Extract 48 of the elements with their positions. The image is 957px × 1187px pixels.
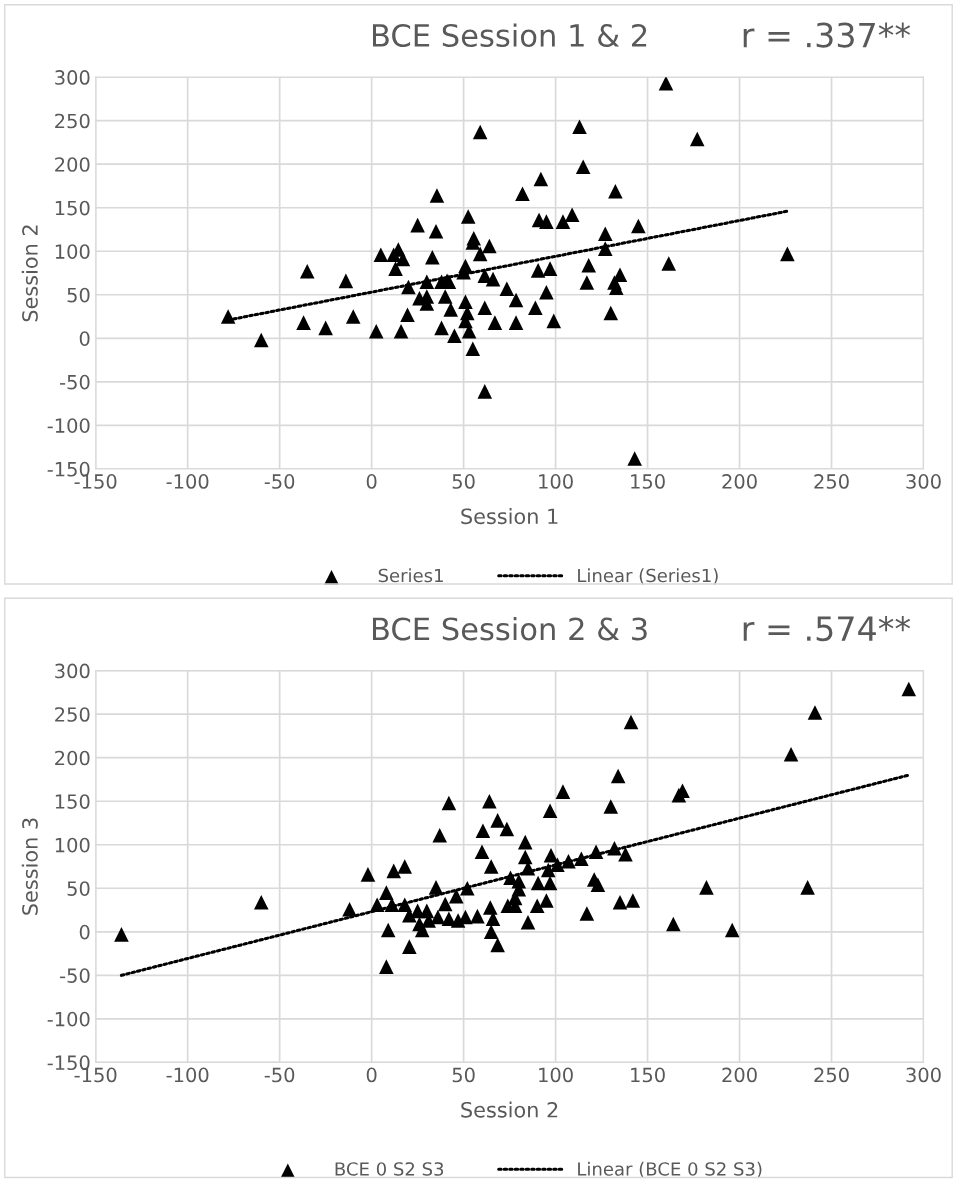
y-tick-label: 300	[55, 70, 90, 85]
chart-title: BCE Session 1 & 2	[373, 23, 647, 48]
y-tick-label: 100	[55, 837, 90, 853]
x-tick-label: 300	[906, 474, 941, 489]
y-tick-label: 200	[55, 157, 90, 172]
x-tick-label: 50	[452, 474, 475, 489]
x-tick-label: 150	[631, 474, 665, 489]
x-axis-title: Session 1	[461, 508, 558, 525]
x-tick-label: 250	[814, 474, 849, 489]
y-tick-label: 50	[67, 881, 90, 896]
legend-label: Linear (Series1)	[578, 568, 718, 585]
x-tick-label: 250	[814, 1067, 849, 1083]
y-tick-label: 150	[55, 200, 90, 216]
y-tick-label: -50	[60, 968, 90, 983]
legend-label: BCE 0 S2 S3	[335, 1162, 444, 1176]
y-tick-label: 50	[67, 287, 90, 303]
x-axis-title: Session 2	[461, 1101, 558, 1118]
y-tick-label: -100	[47, 1011, 90, 1027]
x-tick-label: 200	[722, 474, 757, 489]
y-tick-label: 250	[55, 707, 90, 722]
y-tick-label: 150	[55, 794, 90, 809]
text: r = .574**	[743, 615, 911, 642]
x-tick-label: 100	[539, 1067, 573, 1083]
x-tick-label: 150	[631, 1067, 665, 1083]
x-tick-label: -50	[264, 474, 295, 489]
x-tick-label: 100	[539, 474, 573, 489]
x-tick-label: -100	[166, 474, 209, 489]
x-tick-label: 0	[366, 1067, 377, 1083]
x-tick-label: 0	[366, 474, 377, 489]
text: r = .337**	[743, 22, 911, 48]
legend-label: Series1	[378, 568, 443, 583]
y-tick-label: 100	[55, 244, 90, 259]
legend-label: Linear (BCE 0 S2 S3)	[578, 1161, 762, 1178]
y-tick-label: 300	[55, 663, 90, 679]
x-tick-label: -100	[166, 1067, 209, 1083]
y-tick-label: 0	[79, 331, 90, 346]
y-axis-title: Session 2	[21, 225, 38, 322]
chart-title: BCE Session 2 & 3	[373, 616, 647, 641]
y-tick-label: 200	[55, 750, 90, 766]
y-tick-label: 250	[55, 113, 90, 129]
x-tick-label: 50	[452, 1067, 475, 1083]
y-tick-label: 0	[79, 924, 90, 940]
x-tick-label: 300	[906, 1067, 941, 1083]
y-axis-title: Session 3	[21, 818, 38, 915]
x-tick-label: 200	[722, 1067, 757, 1083]
y-tick-label: -100	[47, 418, 90, 434]
y-tick-label: -50	[60, 374, 90, 390]
x-tick-label: -50	[264, 1067, 295, 1083]
